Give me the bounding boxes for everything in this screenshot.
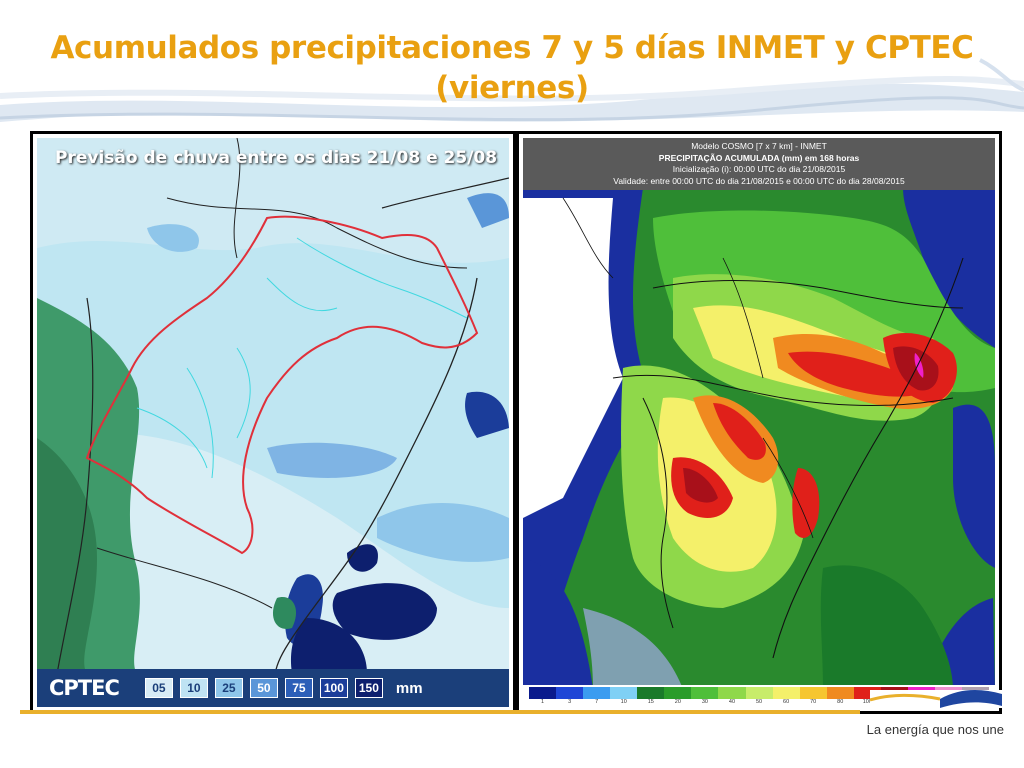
colorbar-swatch-10	[610, 687, 638, 699]
colorbar-swatch-1	[529, 687, 557, 699]
legend-chips: 05 10 25 50 75 100 150	[144, 678, 390, 698]
colorbar-tick-15: 15	[647, 699, 654, 705]
legend-chip-05: 05	[144, 678, 173, 698]
colorbar-tick-10: 10	[620, 699, 627, 705]
colorbar-swatch-40	[718, 687, 746, 699]
colorbar-tick-70: 70	[810, 699, 817, 705]
init-time: Inicialização (i): 00:00 UTC do dia 21/0…	[672, 164, 846, 174]
colorbar-swatch-15	[637, 687, 665, 699]
legend-chip-25: 25	[214, 678, 243, 698]
colorbar-swatch-3	[556, 687, 584, 699]
colorbar-swatch-7	[583, 687, 611, 699]
company-logo	[870, 689, 1002, 708]
legend-chip-75: 75	[284, 678, 313, 698]
cptec-map-panel: Previsão de chuva entre os dias 21/08 e …	[30, 131, 516, 714]
colorbar-tick-80: 80	[837, 699, 844, 705]
colorbar-tick-20: 20	[674, 699, 681, 705]
map-caption: Previsão de chuva entre os dias 21/08 e …	[55, 148, 498, 168]
legend-chip-100: 100	[319, 678, 348, 698]
colorbar-tick-1: 1	[541, 699, 545, 705]
legend-chip-50: 50	[249, 678, 278, 698]
colorbar-tick-30: 30	[701, 699, 708, 705]
colorbar-tick-7: 7	[595, 699, 599, 705]
validity-period: Validade: entre 00:00 UTC do dia 21/08/2…	[613, 175, 905, 186]
colorbar-tick-40: 40	[728, 699, 736, 705]
colorbar-swatch-70	[799, 687, 827, 699]
legend-chip-10: 10	[179, 678, 208, 698]
slide-title: Acumulados precipitaciones 7 y 5 días IN…	[0, 28, 1024, 108]
inmet-cosmo-map	[523, 138, 995, 689]
legend-unit: mm	[395, 679, 423, 697]
footer-divider	[20, 710, 860, 714]
cptec-legend: CPTEC 05 10 25 50 75 100 150 mm	[37, 669, 509, 707]
colorbar-swatch-20	[664, 687, 692, 699]
model-name: Modelo COSMO [7 x 7 km] - INMET	[691, 141, 827, 151]
colorbar-swatch-60	[772, 687, 800, 699]
colorbar-swatch-80	[826, 687, 854, 699]
cptec-rain-map	[37, 138, 509, 674]
inmet-map-panel: Modelo COSMO [7 x 7 km] - INMET PRECIPIT…	[516, 131, 1002, 714]
precip-title: PRECIPITAÇÃO ACUMULADA (mm) em 168 horas	[658, 152, 860, 163]
cptec-logo: CPTEC	[49, 676, 120, 700]
model-info-header: Modelo COSMO [7 x 7 km] - INMET PRECIPIT…	[523, 138, 995, 190]
slide-title-line1: Acumulados precipitaciones 7 y 5 días IN…	[50, 30, 974, 66]
colorbar-tick-100: 100	[862, 699, 872, 705]
header-wave-decoration	[0, 58, 1024, 122]
legend-chip-150: 150	[354, 678, 383, 698]
colorbar-tick-60: 60	[783, 699, 790, 705]
slide-title-line2: (viernes)	[435, 70, 589, 106]
footer-tagline: La energía que nos une	[866, 722, 1004, 737]
colorbar-tick-50: 50	[755, 699, 763, 705]
colorbar-swatch-50	[745, 687, 773, 699]
colorbar-tick-3: 3	[568, 699, 572, 705]
colorbar-swatch-30	[691, 687, 719, 699]
